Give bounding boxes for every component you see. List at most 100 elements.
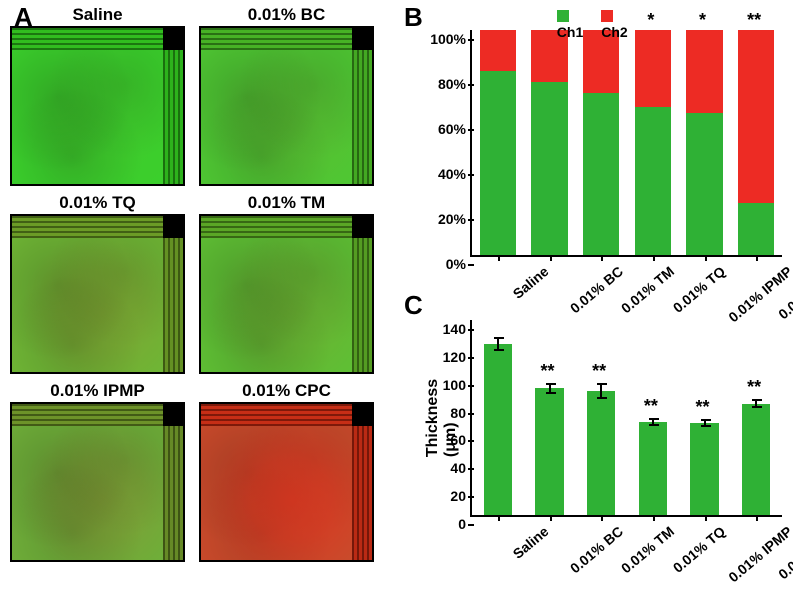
bar-ch1 <box>738 203 774 255</box>
tile-right-edge <box>163 404 183 560</box>
y-tick: 20 <box>450 488 472 504</box>
y-tick: 40 <box>450 460 472 476</box>
tile-title: 0.01% BC <box>199 4 374 26</box>
legend-item: Ch2 <box>601 8 627 40</box>
y-tick: 0% <box>446 256 472 272</box>
bar <box>587 391 615 515</box>
bar-ch2 <box>480 30 516 71</box>
tile-right-edge <box>352 216 372 372</box>
tile-face <box>12 426 163 560</box>
error-bar <box>755 399 757 407</box>
tile-face <box>12 50 163 184</box>
error-bar <box>704 419 706 427</box>
tile-top-edge <box>12 216 163 238</box>
x-tick-label: 0.01% BC <box>566 263 625 316</box>
legend-item: Ch1 <box>557 8 583 40</box>
panel-label-B: B <box>404 2 423 33</box>
sig-annotation: ** <box>644 396 658 417</box>
tile-right-edge <box>163 28 183 184</box>
panel-A-cell: 0.01% BC <box>199 4 374 186</box>
tile-corner <box>163 28 183 50</box>
panel-A-cell: 0.01% TQ <box>10 192 185 374</box>
error-bar <box>497 337 499 351</box>
y-tick: 20% <box>438 211 472 227</box>
error-bar <box>652 418 654 426</box>
error-bar <box>600 383 602 400</box>
x-tick-label: Saline <box>509 523 551 562</box>
y-tick: 60% <box>438 121 472 137</box>
bar <box>484 344 512 515</box>
sig-annotation: ** <box>592 361 606 382</box>
y-tick: 0 <box>458 516 472 532</box>
tile-title: 0.01% CPC <box>199 380 374 402</box>
chart-C-plot: 020406080100120140 <box>470 320 782 517</box>
sig-annotation: ** <box>747 377 761 398</box>
x-tick <box>601 255 603 261</box>
panel-A-cell: 0.01% IPMP <box>10 380 185 562</box>
y-tick: 80% <box>438 76 472 92</box>
microscopy-tile <box>10 26 185 186</box>
y-axis-label: Thickness (μm) <box>424 378 460 456</box>
y-tick: 40% <box>438 166 472 182</box>
x-tick-label: 0.01% TM <box>618 263 677 316</box>
x-tick-label: Saline <box>509 263 551 302</box>
bar-ch2 <box>686 30 722 113</box>
tile-title: 0.01% IPMP <box>10 380 185 402</box>
bar <box>639 422 667 515</box>
x-tick <box>756 515 758 521</box>
tile-top-edge <box>201 28 352 50</box>
tile-corner <box>352 28 372 50</box>
panel-A-cell: 0.01% TM <box>199 192 374 374</box>
tile-top-edge <box>12 404 163 426</box>
microscopy-tile <box>10 214 185 374</box>
figure-root: A B C Saline0.01% BC0.01% TQ0.01% TM0.01… <box>0 0 793 594</box>
y-tick: 120 <box>443 349 472 365</box>
bar-ch1 <box>686 113 722 255</box>
panel-A-cell: 0.01% CPC <box>199 380 374 562</box>
legend-swatch <box>557 10 569 22</box>
microscopy-tile <box>199 214 374 374</box>
tile-top-edge <box>201 404 352 426</box>
tile-face <box>201 426 352 560</box>
bar-ch2 <box>635 30 671 107</box>
x-tick <box>498 255 500 261</box>
tile-right-edge <box>163 216 183 372</box>
tile-title: 0.01% TM <box>199 192 374 214</box>
sig-annotation: ** <box>747 10 761 31</box>
tile-title: Saline <box>10 4 185 26</box>
microscopy-tile <box>199 402 374 562</box>
sig-annotation: * <box>647 10 654 31</box>
bar <box>690 423 718 515</box>
panel-label-C: C <box>404 290 423 321</box>
bar <box>742 404 770 515</box>
bar-ch1 <box>635 107 671 256</box>
microscopy-tile <box>199 26 374 186</box>
error-bar <box>549 383 551 394</box>
tile-right-edge <box>352 404 372 560</box>
tile-right-edge <box>352 28 372 184</box>
x-tick <box>653 515 655 521</box>
panel-A: Saline 0.01% BC 0.01% TQ 0.01% TM 0.01% IPMP… <box>10 4 390 562</box>
x-tick-label: 0.01% TQ <box>670 523 729 576</box>
x-tick <box>756 255 758 261</box>
y-tick: 100% <box>430 31 472 47</box>
sig-annotation: * <box>699 10 706 31</box>
tile-corner <box>352 216 372 238</box>
panel-A-cell: Saline <box>10 4 185 186</box>
x-tick <box>653 255 655 261</box>
tile-title: 0.01% TQ <box>10 192 185 214</box>
x-tick <box>705 515 707 521</box>
tile-top-edge <box>201 216 352 238</box>
tile-top-edge <box>12 28 163 50</box>
legend: Ch1 Ch2 <box>557 8 628 40</box>
tile-corner <box>352 404 372 426</box>
x-tick-label: 0.01% BC <box>566 523 625 576</box>
tile-face <box>201 238 352 372</box>
microscopy-tile <box>10 402 185 562</box>
sig-annotation: ** <box>540 361 554 382</box>
bar-ch1 <box>531 82 567 255</box>
y-tick: 140 <box>443 321 472 337</box>
tile-corner <box>163 216 183 238</box>
x-tick <box>550 255 552 261</box>
legend-swatch <box>601 10 613 22</box>
